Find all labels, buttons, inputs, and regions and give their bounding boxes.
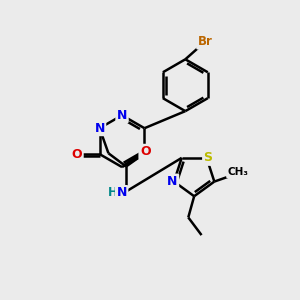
Text: CH₃: CH₃: [227, 167, 248, 177]
Text: N: N: [117, 109, 127, 122]
Text: S: S: [204, 152, 213, 164]
Text: N: N: [167, 175, 178, 188]
Text: Br: Br: [198, 35, 212, 48]
Text: N: N: [94, 122, 105, 135]
Text: O: O: [72, 148, 82, 160]
Text: H: H: [108, 187, 118, 200]
Text: N: N: [116, 187, 127, 200]
Text: O: O: [140, 145, 151, 158]
